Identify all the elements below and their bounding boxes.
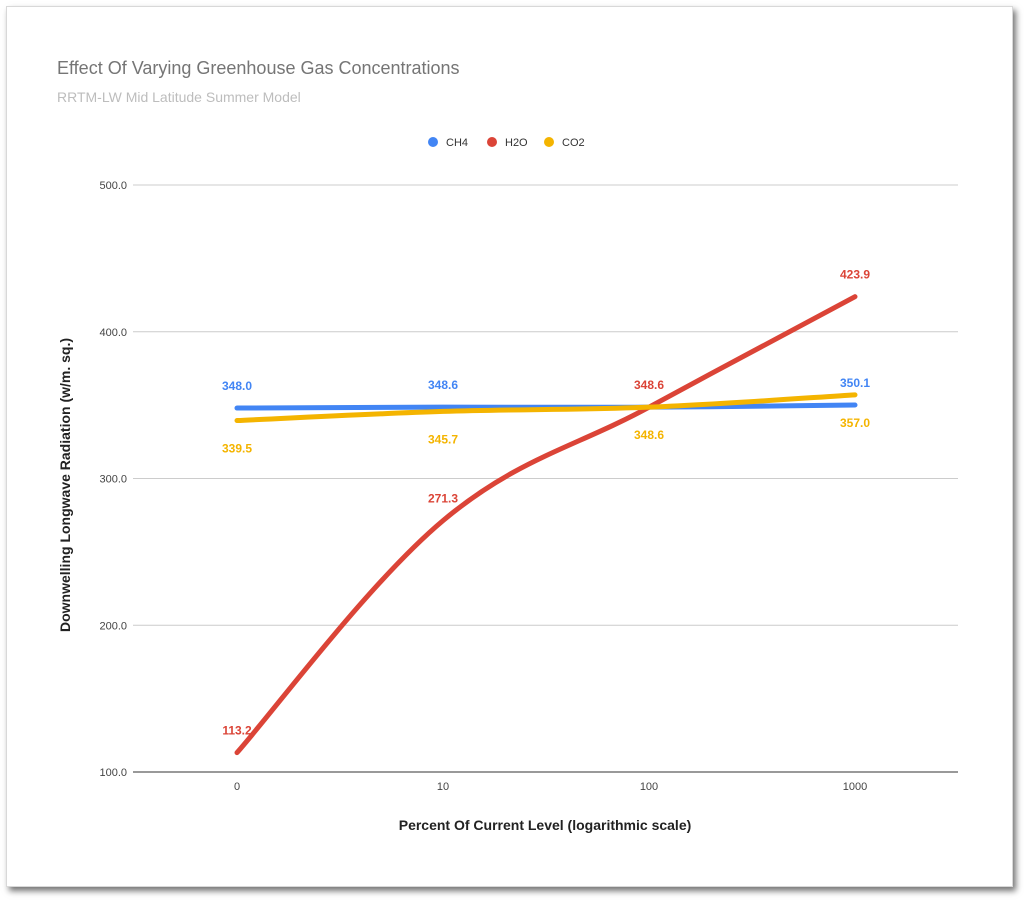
- x-tick-label: 0: [234, 781, 240, 793]
- legend-marker-ch4: [428, 137, 438, 147]
- y-tick-label: 100.0: [99, 767, 127, 779]
- y-tick-label: 500.0: [99, 180, 127, 192]
- chart-subtitle: RRTM-LW Mid Latitude Summer Model: [57, 89, 301, 105]
- x-tick-label: 1000: [843, 781, 867, 793]
- data-label-h2o: 423.9: [840, 268, 870, 282]
- chart-frame: [6, 6, 1013, 887]
- gridlines: [133, 184, 958, 773]
- legend-label-ch4: CH4: [446, 137, 468, 149]
- data-label-h2o: 113.2: [222, 724, 252, 738]
- data-label-h2o: 348.6: [634, 378, 664, 392]
- data-label-ch4: 348.0: [222, 379, 252, 393]
- x-tick-label: 10: [437, 781, 449, 793]
- y-tick-label: 300.0: [99, 474, 127, 486]
- data-label-co2: 345.7: [428, 432, 458, 446]
- x-axis-label: Percent Of Current Level (logarithmic sc…: [399, 817, 692, 833]
- series-lines: [234, 294, 858, 756]
- legend-marker-h2o: [487, 137, 497, 147]
- series-line-h2o: [234, 294, 858, 756]
- data-label-ch4: 350.1: [840, 376, 870, 390]
- data-label-co2: 357.0: [840, 416, 870, 430]
- y-axis-label: Downwelling Longwave Radiation (w/m. sq.…: [57, 338, 73, 632]
- series-line-co2: [234, 392, 858, 424]
- x-tick-labels: 0 10 100 1000: [234, 781, 867, 793]
- legend-label-h2o: H2O: [505, 137, 528, 149]
- legend: CH4 H2O CO2: [428, 137, 585, 149]
- y-tick-label: 200.0: [99, 620, 127, 632]
- legend-marker-co2: [544, 137, 554, 147]
- x-tick-label: 100: [640, 781, 658, 793]
- y-tick-label: 400.0: [99, 327, 127, 339]
- data-label-ch4: 348.6: [428, 378, 458, 392]
- data-label-h2o: 271.3: [428, 492, 458, 506]
- legend-label-co2: CO2: [562, 137, 585, 149]
- data-labels: 348.0 348.6 350.1 113.2 271.3 348.6 423.9 339.5…: [222, 268, 870, 738]
- data-label-co2: 348.6: [634, 428, 664, 442]
- chart-title: Effect Of Varying Greenhouse Gas Concent…: [57, 58, 460, 78]
- data-label-co2: 339.5: [222, 442, 252, 456]
- y-tick-labels: 100.0 200.0 300.0 400.0 500.0: [99, 180, 127, 779]
